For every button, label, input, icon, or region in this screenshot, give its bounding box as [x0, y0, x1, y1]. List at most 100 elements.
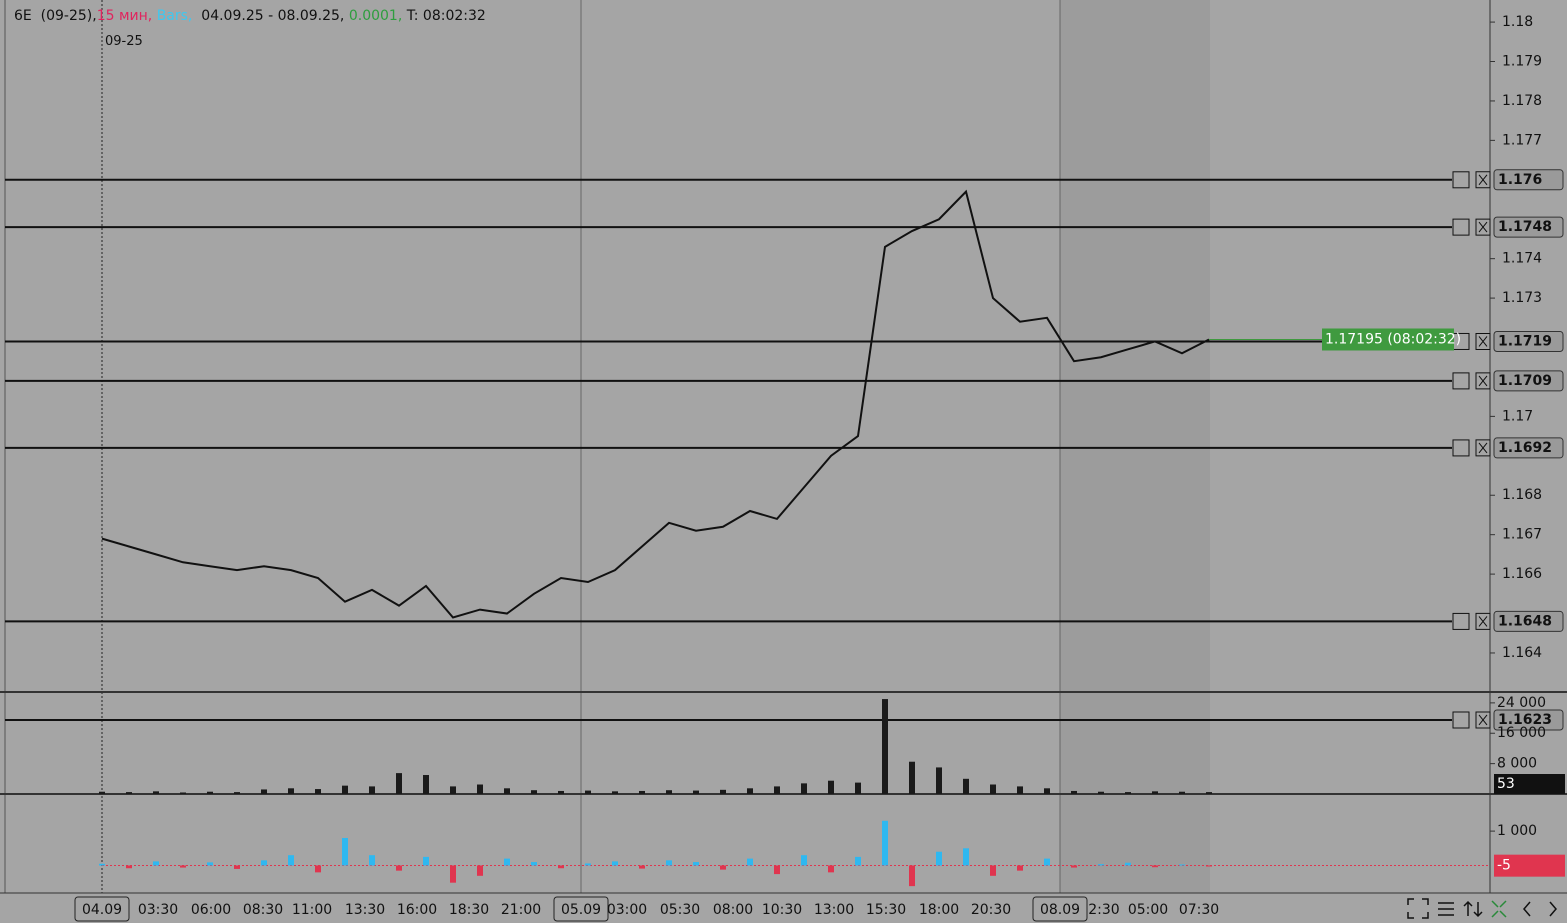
x-tick-label: 10:30	[762, 902, 802, 918]
x-tick-label: 05:00	[1128, 902, 1168, 918]
time: T: 08:02:32	[406, 8, 486, 24]
delta-bar	[936, 851, 942, 866]
delta-bar	[801, 855, 807, 866]
delta-bar	[1017, 865, 1023, 871]
level-lock[interactable]	[1452, 439, 1470, 457]
level-label-box	[1493, 169, 1564, 191]
delta-bar	[612, 861, 618, 866]
level-lock[interactable]	[1452, 218, 1470, 236]
y-tick-label: 16 000	[1497, 725, 1546, 741]
volume-bar	[477, 784, 483, 794]
volume-bar	[1152, 791, 1158, 794]
delta-bar	[693, 862, 699, 866]
delta-bar	[1098, 864, 1104, 866]
level-close[interactable]	[1475, 372, 1491, 390]
x-tick-label: 21:00	[501, 902, 541, 918]
volume-bar	[126, 792, 132, 794]
level-label: 1.1709	[1498, 373, 1552, 389]
y-tick-label: 1.178	[1502, 93, 1542, 109]
level-close[interactable]	[1475, 612, 1491, 630]
volume-bar	[1017, 786, 1023, 794]
y-tick-label: 1.177	[1502, 132, 1542, 148]
volume-bar	[909, 761, 915, 794]
volume-bar	[396, 773, 402, 794]
y-tick-label: 8 000	[1497, 756, 1537, 772]
delta-bar	[207, 862, 213, 866]
delta-bar	[882, 820, 888, 866]
x-tick-label: 05:30	[660, 902, 700, 918]
volume-bar	[531, 790, 537, 794]
level-close[interactable]	[1475, 439, 1491, 457]
last-delta-label: -5	[1497, 858, 1511, 874]
delta-bar	[99, 863, 105, 866]
level-label-box	[1493, 330, 1564, 352]
level-close[interactable]	[1475, 332, 1491, 350]
delta-bar	[990, 865, 996, 876]
level-close[interactable]	[1475, 171, 1491, 189]
x-tick-label: 07:30	[1179, 902, 1219, 918]
level-close[interactable]	[1475, 218, 1491, 236]
x-tick-label: 20:30	[971, 902, 1011, 918]
volume-bar	[639, 790, 645, 794]
delta-bar	[558, 865, 564, 869]
y-tick-label: 1 000	[1497, 823, 1537, 839]
toolbar[interactable]	[1407, 898, 1557, 919]
delta-bar	[1071, 865, 1077, 868]
delta-bar	[450, 865, 456, 883]
x-tick-label: 16:00	[397, 902, 437, 918]
symbol: 6E (09-25),	[14, 8, 97, 24]
delta-bar	[963, 848, 969, 866]
delta-bar	[1179, 864, 1185, 866]
volume-bar	[288, 788, 294, 794]
volume-bar	[936, 767, 942, 794]
last-volume-label: 53	[1497, 776, 1515, 792]
timeframe: 15 мин,	[96, 8, 153, 24]
level-lock[interactable]	[1452, 612, 1470, 630]
volume-bar	[1098, 791, 1104, 794]
delta-bar	[855, 856, 861, 866]
level-label-box	[1493, 709, 1564, 731]
volume-bar	[234, 792, 240, 794]
last-delta-box	[1494, 854, 1565, 877]
volume-bar	[342, 785, 348, 794]
volume-bar	[855, 782, 861, 794]
level-label: 1.1692	[1498, 440, 1552, 456]
volume-bar	[990, 784, 996, 794]
volume-bar	[207, 791, 213, 794]
delta-bar	[828, 865, 834, 873]
volume-bar	[828, 780, 834, 794]
x-tick-label: 08.09	[1040, 902, 1080, 918]
level-lock[interactable]	[1452, 711, 1470, 729]
range: 04.09.25 - 08.09.25,	[201, 8, 345, 24]
x-tick-label: 11:00	[292, 902, 332, 918]
change: 0.0001,	[348, 8, 403, 24]
volume-bar	[801, 783, 807, 794]
level-label: 1.176	[1498, 172, 1542, 188]
level-lock[interactable]	[1452, 372, 1470, 390]
price-line	[101, 189, 1210, 619]
level-close[interactable]	[1475, 711, 1491, 729]
x-tick-label: 03:00	[607, 902, 647, 918]
date-box	[1032, 896, 1088, 922]
x-tick-label: 08:00	[713, 902, 753, 918]
x-tick-label: 13:30	[345, 902, 385, 918]
delta-bar	[1152, 865, 1158, 868]
level-label: 1.1648	[1498, 613, 1552, 629]
volume-bar	[1071, 790, 1077, 794]
level-label-box	[1493, 437, 1564, 459]
delta-bar	[153, 861, 159, 866]
level-lock[interactable]	[1452, 171, 1470, 189]
delta-bar	[1044, 858, 1050, 866]
last-price-label: 1.17195 (08:02:32)	[1325, 331, 1461, 347]
y-tick-label: 1.18	[1502, 14, 1533, 30]
x-tick-label: 13:00	[814, 902, 854, 918]
volume-bar	[315, 789, 321, 794]
delta-bar	[126, 865, 132, 869]
y-tick-label: 24 000	[1497, 695, 1546, 711]
x-tick-label: 03:30	[138, 902, 178, 918]
delta-bar	[666, 860, 672, 866]
delta-bar	[774, 865, 780, 875]
level-label: 1.1748	[1498, 219, 1552, 235]
